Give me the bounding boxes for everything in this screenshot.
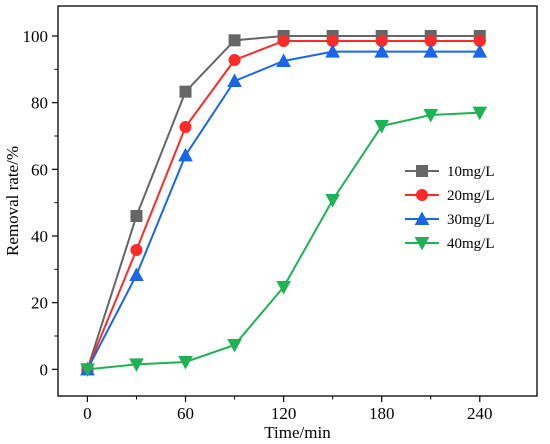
y-tick-label-0: 0 [40, 360, 49, 379]
series-2 [80, 44, 488, 376]
point-s3-0 [80, 363, 95, 377]
point-s1-4 [277, 35, 290, 47]
series-line-0 [86, 35, 480, 370]
point-s1-3 [228, 54, 241, 66]
point-s0-2 [179, 85, 192, 98]
point-s3-8 [472, 106, 488, 121]
series-1 [81, 35, 486, 376]
y-tick-label-1: 20 [31, 294, 48, 313]
point-s3-5 [325, 194, 340, 208]
point-s2-1 [129, 267, 144, 281]
legend: 10mg/L 20mg/L 30mg/L 40mg/L [405, 164, 495, 252]
point-s1-2 [179, 121, 192, 133]
series-line-1 [86, 40, 480, 370]
legend-label-2: 30mg/L [447, 212, 495, 228]
axes: 0 60 120 180 240 0 20 40 60 80 100 [23, 5, 538, 423]
x-tick-label-2: 120 [271, 404, 297, 423]
point-s0-3 [228, 34, 241, 47]
point-s3-3 [227, 339, 242, 353]
point-s2-5 [325, 44, 340, 58]
point-s2-3 [227, 73, 242, 87]
point-s3-4 [276, 281, 291, 295]
x-tick-label-1: 60 [177, 404, 194, 423]
point-s3-6 [374, 120, 390, 134]
legend-label-1: 20mg/L [447, 188, 495, 204]
series-3 [80, 106, 488, 377]
point-s2-4 [276, 53, 291, 67]
legend-marker-0 [416, 165, 428, 177]
y-tick-label-4: 80 [31, 94, 48, 113]
point-s2-2 [178, 147, 193, 162]
point-s3-7 [423, 109, 439, 123]
point-s2-7 [423, 44, 439, 58]
x-tick-label-3: 180 [369, 404, 395, 423]
series-line-2 [86, 50, 480, 370]
legend-marker-3 [414, 237, 430, 251]
y-tick-label-5: 100 [23, 27, 49, 46]
legend-marker-1 [416, 189, 428, 201]
x-tick-label-0: 0 [83, 404, 92, 423]
y-axis-label: Removal rate/% [3, 146, 22, 256]
series-0 [81, 30, 486, 376]
y-tick-label-3: 60 [31, 160, 48, 179]
point-s0-1 [130, 210, 143, 222]
legend-label-3: 40mg/L [447, 236, 495, 252]
plot-frame [57, 5, 538, 397]
point-s3-1 [129, 358, 144, 372]
point-s2-6 [374, 44, 390, 58]
point-s2-8 [472, 44, 488, 58]
point-s3-2 [178, 356, 193, 370]
x-tick-label-4: 240 [467, 404, 493, 423]
series-layer [80, 30, 488, 377]
y-tick-label-2: 40 [31, 227, 48, 246]
legend-label-0: 10mg/L [447, 164, 495, 180]
point-s1-1 [130, 244, 143, 256]
x-axis-label: Time/min [264, 423, 331, 442]
legend-marker-2 [414, 211, 430, 225]
